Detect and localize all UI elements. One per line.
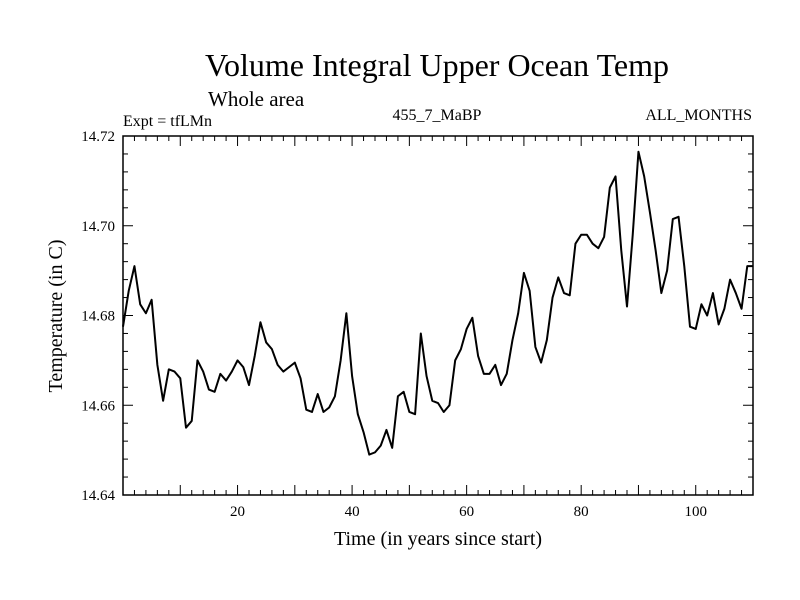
- period-label: ALL_MONTHS: [645, 107, 752, 124]
- x-tick-label: 60: [459, 504, 474, 520]
- axis-ticks: [122, 135, 754, 496]
- experiment-label: Expt = tfLMn: [123, 113, 212, 130]
- x-tick-labels: 20 40 60 80 100: [230, 504, 707, 520]
- chart-subtitle: Whole area: [208, 87, 305, 111]
- x-tick-label: 20: [230, 504, 245, 520]
- y-tick-label: 14.66: [81, 398, 115, 414]
- run-label: 455_7_MaBP: [393, 107, 482, 124]
- chart-title: Volume Integral Upper Ocean Temp: [205, 47, 669, 83]
- y-axis-label: Temperature (in C): [45, 240, 67, 393]
- y-tick-labels: 14.64 14.66 14.68 14.70 14.72: [81, 129, 115, 504]
- y-tick-label: 14.68: [81, 309, 115, 325]
- y-tick-label: 14.64: [81, 488, 115, 504]
- series-line-temperature: [122, 150, 753, 456]
- y-tick-label: 14.70: [81, 219, 115, 235]
- x-tick-label: 40: [345, 504, 360, 520]
- x-tick-label: 100: [684, 504, 707, 520]
- plot-frame: [122, 135, 754, 496]
- y-tick-label: 14.72: [81, 129, 115, 145]
- x-tick-label: 80: [574, 504, 589, 520]
- x-axis-label: Time (in years since start): [334, 528, 542, 550]
